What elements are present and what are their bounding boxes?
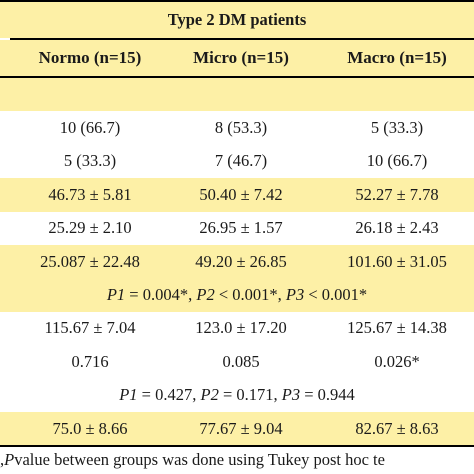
cell-micro: 8 (53.3) [214,118,268,138]
top-rule [0,0,474,2]
p-label: P1 [106,285,126,305]
cell-micro: 26.95 ± 1.57 [199,218,283,238]
cell-normo: 115.67 ± 7.04 [44,318,136,338]
group-header-row: Type 2 DM patients [0,2,474,38]
column-header-micro: Micro (n=15) [193,48,289,67]
footnote: , P value between groups was done using … [0,446,474,474]
cell-macro: 5 (33.3) [370,118,424,138]
cell-macro [320,78,474,111]
cell-macro: 26.18 ± 2.43 [355,218,439,238]
p-label: P1 [119,385,138,405]
cell-normo: 10 (66.7) [59,118,121,138]
table-row: 115.67 ± 7.04 123.0 ± 17.20 125.67 ± 14.38 [0,311,474,346]
header-bottom-rule [0,76,474,78]
p-value: = 0.004*, [125,285,197,305]
table-row: 75.0 ± 8.66 77.67 ± 9.04 82.67 ± 8.63 [0,412,474,446]
cell-micro [160,78,322,111]
table-row: 46.73 ± 5.81 50.40 ± 7.42 52.27 ± 7.78 [0,178,474,212]
cell-macro: 52.27 ± 7.78 [355,184,439,204]
table-row: 25.29 ± 2.10 26.95 ± 1.57 26.18 ± 2.43 [0,211,474,245]
column-header-normo: Normo (n=15) [38,48,142,67]
cell-macro: 82.67 ± 8.63 [355,418,439,438]
cell-micro: 49.20 ± 26.85 [195,251,287,271]
cell-normo: 25.087 ± 22.48 [40,251,140,271]
table-row: 10 (66.7) 8 (53.3) 5 (33.3) [0,111,474,145]
cell-macro: 125.67 ± 14.38 [347,318,447,338]
cell-micro: 77.67 ± 9.04 [199,418,283,438]
cell-micro: 123.0 ± 17.20 [195,318,287,338]
p-label: P3 [281,385,301,405]
column-header-row: Normo (n=15) Micro (n=15) Macro (n=15) [0,40,474,76]
column-header-macro: Macro (n=15) [347,48,447,67]
cell-normo: 0.716 [71,351,109,371]
cell-normo: 46.73 ± 5.81 [48,184,132,204]
cell-normo [0,78,180,111]
table-row: 25.087 ± 22.48 49.20 ± 26.85 101.60 ± 31.0… [0,245,474,279]
footnote-lead: , [0,450,5,469]
p-label: P2 [196,285,215,305]
p-label: P2 [200,385,219,405]
table-bottom-rule [0,445,474,447]
table-row: 0.716 0.085 0.026* [0,345,474,379]
p-value: = 0.944 [300,385,355,405]
p-value: < 0.001*, [214,285,286,305]
p-value: = 0.171, [218,385,282,405]
cell-macro: 10 (66.7) [366,151,428,171]
table-row: P1 = 0.004*, P2 < 0.001*, P3 < 0.001* [0,278,474,312]
table-row [0,78,474,112]
p-value-summary: P1 = 0.427, P2 = 0.171, P3 = 0.944 [0,379,474,412]
table-row: P1 = 0.427, P2 = 0.171, P3 = 0.944 [0,378,474,412]
cell-macro: 101.60 ± 31.05 [347,251,447,271]
group-header-rule [10,38,474,40]
table-row: 5 (33.3) 7 (46.7) 10 (66.7) [0,144,474,179]
group-header: Type 2 DM patients [167,10,307,29]
footnote-text: value between groups was done using Tuke… [14,450,385,469]
p-value: < 0.001* [304,285,368,305]
p-label: P3 [285,285,305,305]
p-value-summary: P1 = 0.004*, P2 < 0.001*, P3 < 0.001* [0,278,474,311]
cell-normo: 5 (33.3) [63,151,117,171]
p-value: = 0.427, [137,385,201,405]
footnote-p-label: P [4,450,15,469]
cell-macro: 0.026* [374,351,420,371]
cell-micro: 7 (46.7) [214,151,268,171]
cell-normo: 25.29 ± 2.10 [48,218,132,238]
cell-micro: 0.085 [222,351,260,371]
cell-normo: 75.0 ± 8.66 [52,418,128,438]
cell-micro: 50.40 ± 7.42 [199,184,283,204]
